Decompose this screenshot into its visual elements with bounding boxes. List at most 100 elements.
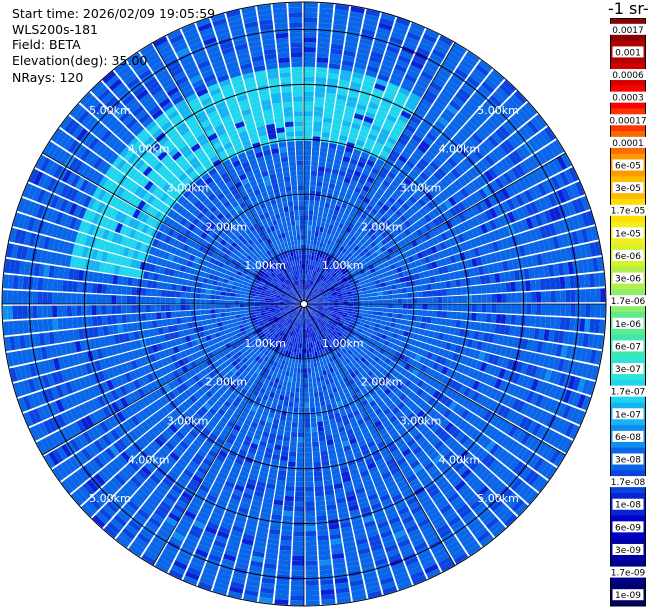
ppi-cell: [332, 23, 347, 31]
ppi-cell: [350, 352, 357, 359]
ppi-cell: [190, 403, 200, 413]
ppi-cell: [518, 178, 528, 191]
ppi-cell: [124, 448, 136, 460]
ppi-cell: [470, 359, 478, 369]
ppi-cell: [421, 316, 427, 323]
ppi-cell: [296, 377, 301, 383]
ppi-cell: [141, 385, 150, 396]
ppi-cell: [378, 208, 387, 216]
ppi-cell: [144, 462, 156, 473]
ppi-cell: [370, 241, 377, 248]
ppi-cell: [401, 417, 410, 427]
ppi-cell: [286, 329, 291, 335]
ppi-cell: [314, 290, 319, 294]
ppi-cell: [450, 496, 463, 507]
ppi-cell: [250, 336, 256, 342]
ppi-cell: [232, 571, 247, 580]
ppi-cell: [358, 465, 368, 473]
ppi-cell: [328, 63, 341, 70]
ppi-cell: [260, 435, 269, 443]
ppi-cell: [418, 42, 433, 53]
ppi-cell: [168, 488, 181, 499]
ppi-cell: [488, 459, 500, 472]
ppi-cell: [390, 73, 404, 83]
ppi-cell: [363, 392, 371, 399]
ppi-cell: [307, 358, 311, 364]
ppi-cell: [442, 304, 448, 311]
ppi-cell: [342, 279, 348, 284]
ppi-cell: [340, 335, 347, 341]
ppi-cell: [423, 136, 434, 146]
ppi-cell: [119, 385, 128, 396]
ppi-cell: [246, 331, 253, 337]
ppi-cell: [395, 141, 406, 150]
ppi-cell: [199, 539, 212, 549]
ppi-cell: [308, 304, 314, 306]
ppi-cell: [510, 411, 520, 424]
ppi-cell: [399, 168, 409, 177]
ppi-cell: [286, 386, 291, 392]
ppi-cell: [293, 367, 298, 373]
ppi-cell: [321, 312, 327, 316]
ppi-cell: [507, 383, 517, 396]
ppi-cell: [348, 279, 354, 284]
ppi-cell: [261, 383, 268, 390]
ppi-cell: [510, 94, 524, 108]
ppi-cell: [541, 304, 547, 316]
ppi-cell: [345, 490, 356, 498]
ppi-cell: [482, 513, 496, 526]
ppi-cell: [435, 317, 442, 325]
ppi-cell: [314, 314, 318, 319]
ppi-cell: [252, 417, 260, 424]
ppi-cell: [331, 355, 337, 362]
ppi-cell: [49, 433, 61, 448]
ppi-cell: [275, 357, 280, 363]
ppi-cell: [251, 464, 261, 472]
ppi-cell: [113, 493, 126, 506]
ppi-cell: [389, 132, 400, 141]
ppi-cell: [307, 296, 311, 301]
ppi-cell: [384, 543, 398, 553]
ppi-cell: [511, 304, 517, 314]
ppi-cell: [389, 36, 404, 45]
ppi-cell: [272, 371, 278, 378]
ppi-cell: [255, 396, 262, 404]
ppi-cell: [415, 449, 426, 460]
ppi-cell: [368, 411, 377, 420]
ppi-cell: [328, 377, 335, 384]
ppi-cell: [476, 341, 483, 351]
ppi-cell: [387, 391, 395, 399]
ppi-cell: [349, 416, 357, 424]
ppi-cell: [281, 385, 287, 391]
ppi-cell: [269, 329, 275, 334]
ppi-cell: [258, 521, 270, 529]
ppi-cell: [281, 450, 289, 457]
ppi-cell: [468, 136, 480, 148]
ppi-cell: [496, 145, 507, 158]
ppi-cell: [364, 180, 373, 188]
ppi-cell: [493, 217, 502, 229]
ppi-cell: [466, 304, 472, 312]
ppi-cell: [345, 274, 351, 279]
ppi-cell: [497, 405, 507, 417]
ppi-cell: [358, 336, 364, 342]
ppi-cell: [499, 272, 506, 283]
ppi-cell: [363, 353, 370, 360]
ppi-cell: [316, 267, 320, 273]
ppi-cell: [570, 183, 581, 198]
ppi-cell: [398, 114, 410, 124]
ppi-cell: [423, 429, 434, 440]
ppi-cell: [250, 468, 260, 476]
ppi-cell: [305, 284, 307, 290]
ppi-cell: [527, 420, 538, 434]
ppi-cell: [332, 163, 341, 171]
ppi-cell: [327, 328, 332, 334]
ppi-cell: [277, 315, 283, 319]
ppi-cell: [299, 343, 302, 349]
ppi-cell: [284, 322, 289, 327]
ppi-cell: [287, 381, 292, 387]
ppi-cell: [496, 190, 506, 202]
ppi-cell: [364, 164, 373, 172]
ppi-cell: [471, 227, 479, 238]
ppi-cell: [453, 393, 463, 403]
